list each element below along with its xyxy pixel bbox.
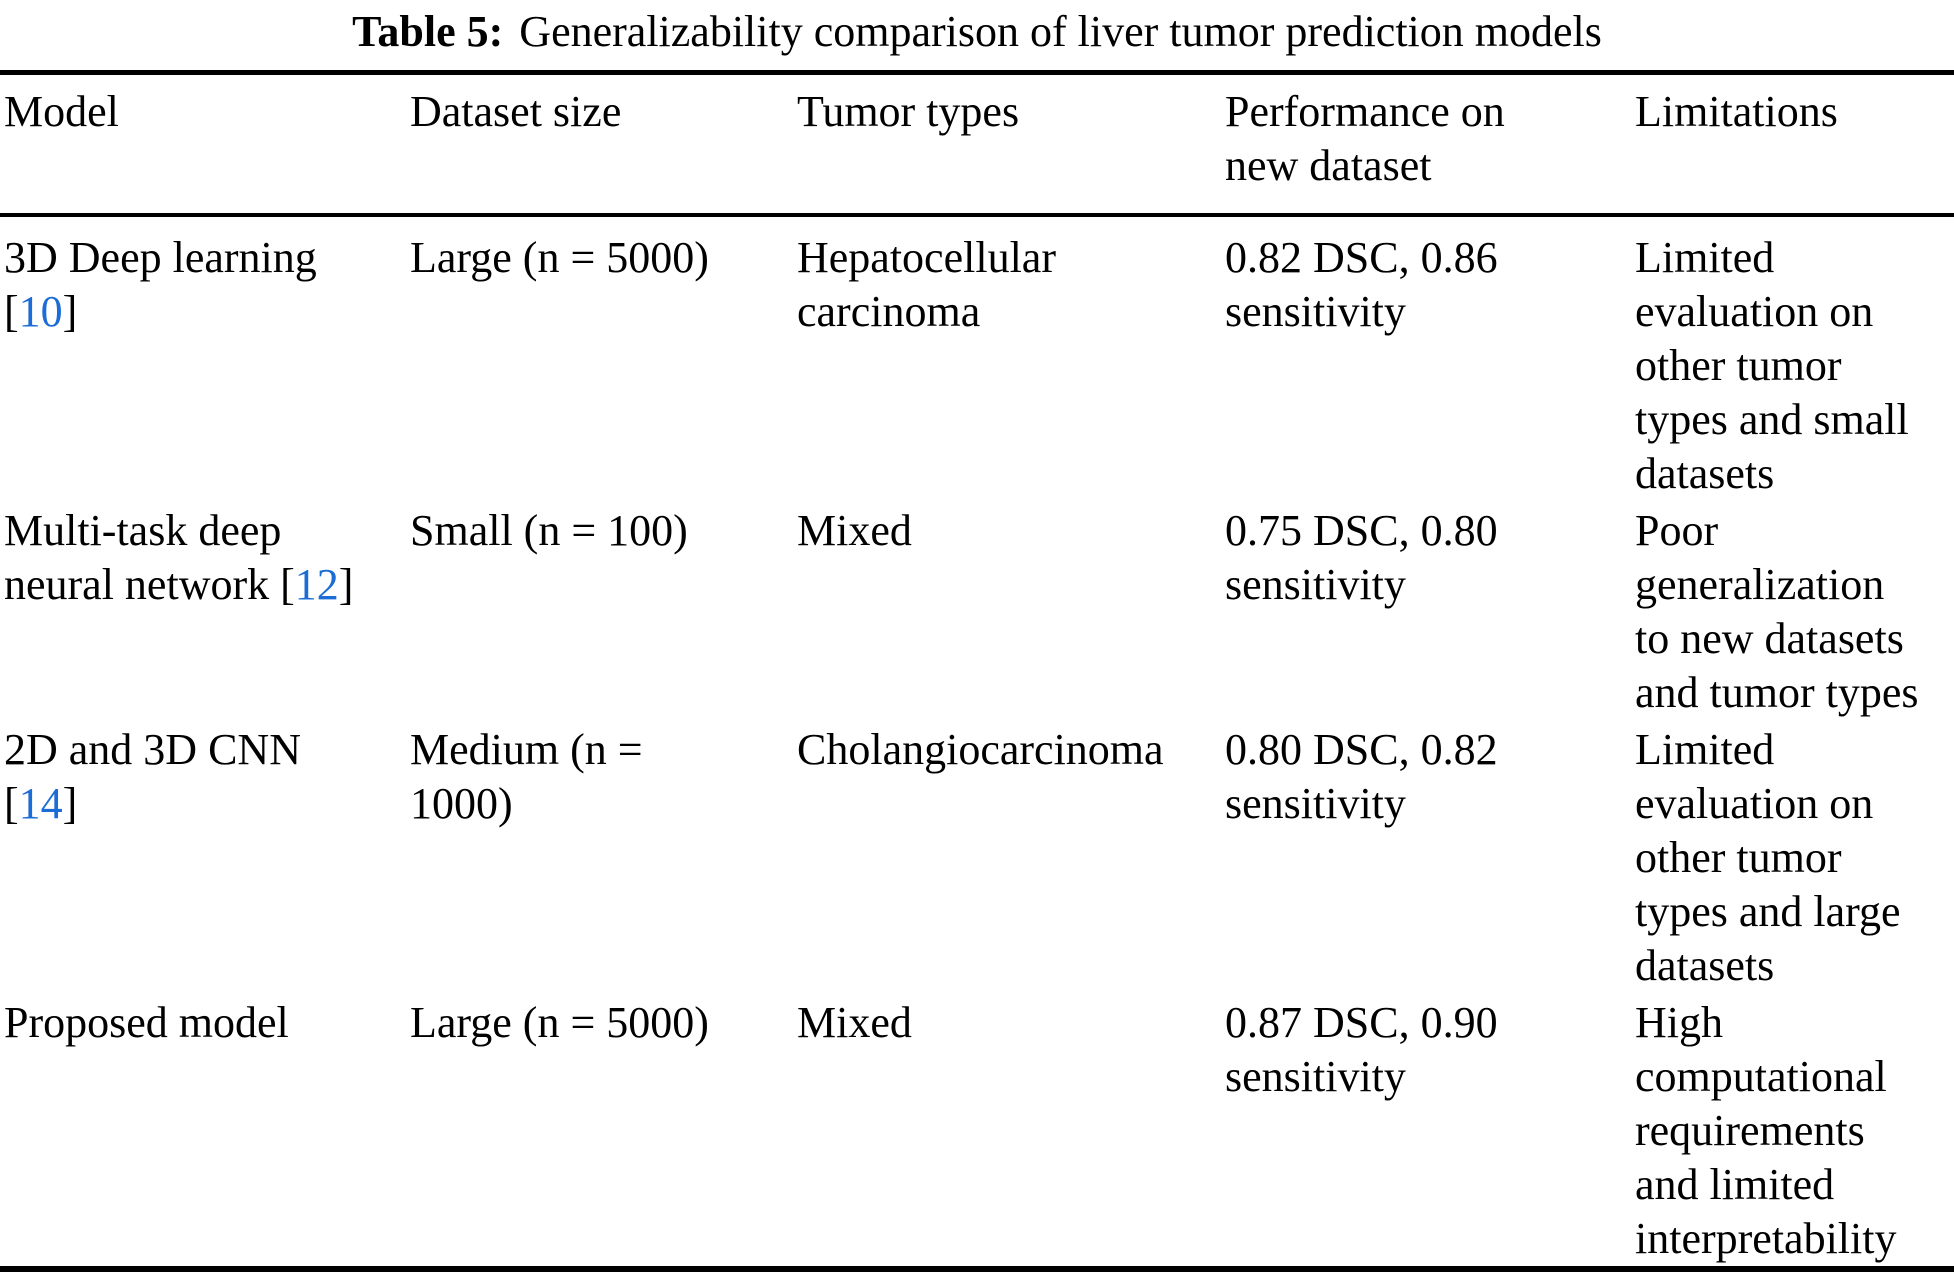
table-row: 2D and 3D CNN [14] Medium (n = 1000) Cho… bbox=[0, 720, 1954, 993]
dataset-size-text: Large (n = 5000) bbox=[410, 233, 709, 282]
cell-performance: 0.80 DSC, 0.82 sensitivity bbox=[1225, 720, 1635, 993]
model-text: ] bbox=[62, 779, 78, 828]
model-text: ] bbox=[62, 287, 78, 336]
cell-performance: 0.82 DSC, 0.86 sensitivity bbox=[1225, 215, 1635, 501]
cell-tumor-types: Mixed bbox=[797, 993, 1225, 1269]
dataset-size-text: Medium (n = 1000) bbox=[410, 725, 643, 828]
tumor-types-text: Mixed bbox=[797, 998, 912, 1047]
tumor-types-text: Mixed bbox=[797, 506, 912, 555]
table-row: 3D Deep learning [10] Large (n = 5000) H… bbox=[0, 215, 1954, 501]
dataset-size-text: Large (n = 5000) bbox=[410, 998, 709, 1047]
limitations-text: Limited evaluation on other tumor types … bbox=[1635, 725, 1901, 990]
column-header-label: Performance on new dataset bbox=[1225, 87, 1505, 190]
table-caption: Table 5: Generalizability comparison of l… bbox=[0, 0, 1954, 58]
cell-limitations: High computational requirements and limi… bbox=[1635, 993, 1954, 1269]
model-text: 3D Deep learning [ bbox=[4, 233, 317, 336]
model-text: ] bbox=[338, 560, 354, 609]
cell-dataset-size: Large (n = 5000) bbox=[410, 993, 797, 1269]
table-caption-text: Generalizability comparison of liver tum… bbox=[519, 7, 1602, 56]
cell-tumor-types: Mixed bbox=[797, 501, 1225, 720]
performance-text: 0.80 DSC, 0.82 sensitivity bbox=[1225, 725, 1498, 828]
table-row: Multi-task deep neural network [12] Smal… bbox=[0, 501, 1954, 720]
performance-text: 0.82 DSC, 0.86 sensitivity bbox=[1225, 233, 1498, 336]
column-header-limitations: Limitations bbox=[1635, 72, 1954, 217]
table-caption-label: Table 5: bbox=[352, 7, 504, 56]
citation-link[interactable]: 14 bbox=[18, 779, 63, 828]
cell-tumor-types: Hepatocellular carcinoma bbox=[797, 215, 1225, 501]
cell-model: 2D and 3D CNN [14] bbox=[0, 720, 410, 993]
column-header-label: Model bbox=[4, 87, 119, 136]
limitations-text: High computational requirements and limi… bbox=[1635, 998, 1897, 1263]
column-header-tumor-types: Tumor types bbox=[797, 72, 1225, 217]
column-header-dataset-size: Dataset size bbox=[410, 72, 797, 217]
header-row: Model Dataset size Tumor types Performan… bbox=[0, 72, 1954, 217]
tumor-types-text: Hepatocellular carcinoma bbox=[797, 233, 1056, 336]
model-text: 2D and 3D CNN [ bbox=[4, 725, 301, 828]
performance-text: 0.75 DSC, 0.80 sensitivity bbox=[1225, 506, 1498, 609]
cell-performance: 0.87 DSC, 0.90 sensitivity bbox=[1225, 993, 1635, 1269]
cell-model: Proposed model bbox=[0, 993, 410, 1269]
limitations-text: Poor generalization to new datasets and … bbox=[1635, 506, 1919, 717]
limitations-text: Limited evaluation on other tumor types … bbox=[1635, 233, 1909, 498]
cell-limitations: Limited evaluation on other tumor types … bbox=[1635, 215, 1954, 501]
column-header-label: Tumor types bbox=[797, 87, 1020, 136]
cell-limitations: Limited evaluation on other tumor types … bbox=[1635, 720, 1954, 993]
citation-link[interactable]: 12 bbox=[294, 560, 339, 609]
cell-model: Multi-task deep neural network [12] bbox=[0, 501, 410, 720]
performance-text: 0.87 DSC, 0.90 sensitivity bbox=[1225, 998, 1498, 1101]
cell-model: 3D Deep learning [10] bbox=[0, 215, 410, 501]
table-row: Proposed model Large (n = 5000) Mixed 0.… bbox=[0, 993, 1954, 1269]
citation-link[interactable]: 10 bbox=[18, 287, 63, 336]
model-text: Proposed model bbox=[4, 998, 289, 1047]
cell-performance: 0.75 DSC, 0.80 sensitivity bbox=[1225, 501, 1635, 720]
cell-limitations: Poor generalization to new datasets and … bbox=[1635, 501, 1954, 720]
comparison-table: Model Dataset size Tumor types Performan… bbox=[0, 70, 1954, 1272]
column-header-model: Model bbox=[0, 72, 410, 217]
cell-dataset-size: Small (n = 100) bbox=[410, 501, 797, 720]
cell-dataset-size: Large (n = 5000) bbox=[410, 215, 797, 501]
dataset-size-text: Small (n = 100) bbox=[410, 506, 688, 555]
column-header-performance: Performance on new dataset bbox=[1225, 72, 1635, 217]
tumor-types-text: Cholangiocarcinoma bbox=[797, 725, 1164, 774]
cell-tumor-types: Cholangiocarcinoma bbox=[797, 720, 1225, 993]
column-header-label: Limitations bbox=[1635, 87, 1838, 136]
model-text: Multi-task deep neural network [ bbox=[4, 506, 295, 609]
column-header-label: Dataset size bbox=[410, 87, 622, 136]
cell-dataset-size: Medium (n = 1000) bbox=[410, 720, 797, 993]
